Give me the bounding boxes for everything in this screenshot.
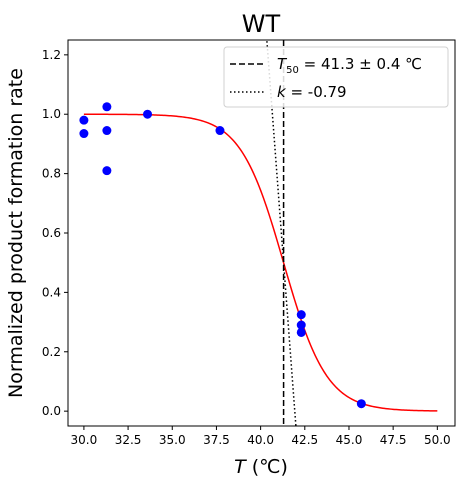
y-axis: 0.0 0.2 0.4 0.6 0.8 1.0 1.2 — [42, 48, 68, 418]
x-tick-label: 50.0 — [424, 433, 451, 447]
x-tick-label: 47.5 — [380, 433, 407, 447]
fit-curve — [83, 113, 438, 412]
x-tick-label: 40.0 — [247, 433, 274, 447]
x-axis: 30.0 32.5 35.0 37.5 40.0 42.5 45.0 47.5 50.0 — [71, 426, 451, 447]
data-point — [102, 102, 112, 112]
y-tick-label: 1.0 — [42, 107, 61, 121]
data-point — [296, 327, 306, 337]
legend-label-t50: T50 = 41.3 ± 0.4 ℃ — [277, 55, 422, 76]
x-axis-label-unit: (℃) — [246, 456, 288, 478]
y-tick-label: 1.2 — [42, 48, 61, 62]
y-axis-label: Normalized product formation rate — [5, 68, 27, 398]
legend: T50 = 41.3 ± 0.4 ℃ k = -0.79 — [223, 46, 449, 108]
x-tick-label: 45.0 — [336, 433, 363, 447]
data-point — [102, 126, 112, 136]
slope-line — [266, 40, 297, 426]
legend-box — [223, 46, 449, 108]
legend-t50-sub: 50 — [286, 65, 299, 76]
y-tick-label: 0.2 — [42, 345, 61, 359]
legend-label-k: k = -0.79 — [277, 83, 347, 101]
y-tick-label: 0.4 — [42, 285, 61, 299]
data-point — [215, 126, 225, 136]
y-tick-label: 0.8 — [42, 167, 61, 181]
y-tick-label: 0.6 — [42, 226, 61, 240]
y-tick-label: 0.0 — [42, 404, 61, 418]
data-point — [102, 166, 112, 176]
data-point — [79, 115, 89, 125]
x-axis-label-var: T — [234, 456, 247, 478]
data-point — [356, 399, 366, 409]
data-point — [79, 129, 89, 139]
legend-t50-var: T — [277, 55, 288, 73]
legend-k-text: = -0.79 — [286, 83, 347, 101]
x-tick-label: 42.5 — [291, 433, 318, 447]
legend-k-var: k — [277, 83, 287, 101]
data-point — [296, 310, 306, 320]
legend-t50-text: = 41.3 ± 0.4 ℃ — [299, 55, 422, 73]
x-tick-label: 37.5 — [203, 433, 230, 447]
x-tick-label: 35.0 — [159, 433, 186, 447]
x-tick-label: 32.5 — [115, 433, 142, 447]
chart-title: WT — [242, 10, 281, 38]
data-point — [296, 320, 306, 330]
x-axis-label: T (℃) — [234, 456, 288, 478]
data-point — [143, 109, 153, 119]
x-tick-label: 30.0 — [71, 433, 98, 447]
